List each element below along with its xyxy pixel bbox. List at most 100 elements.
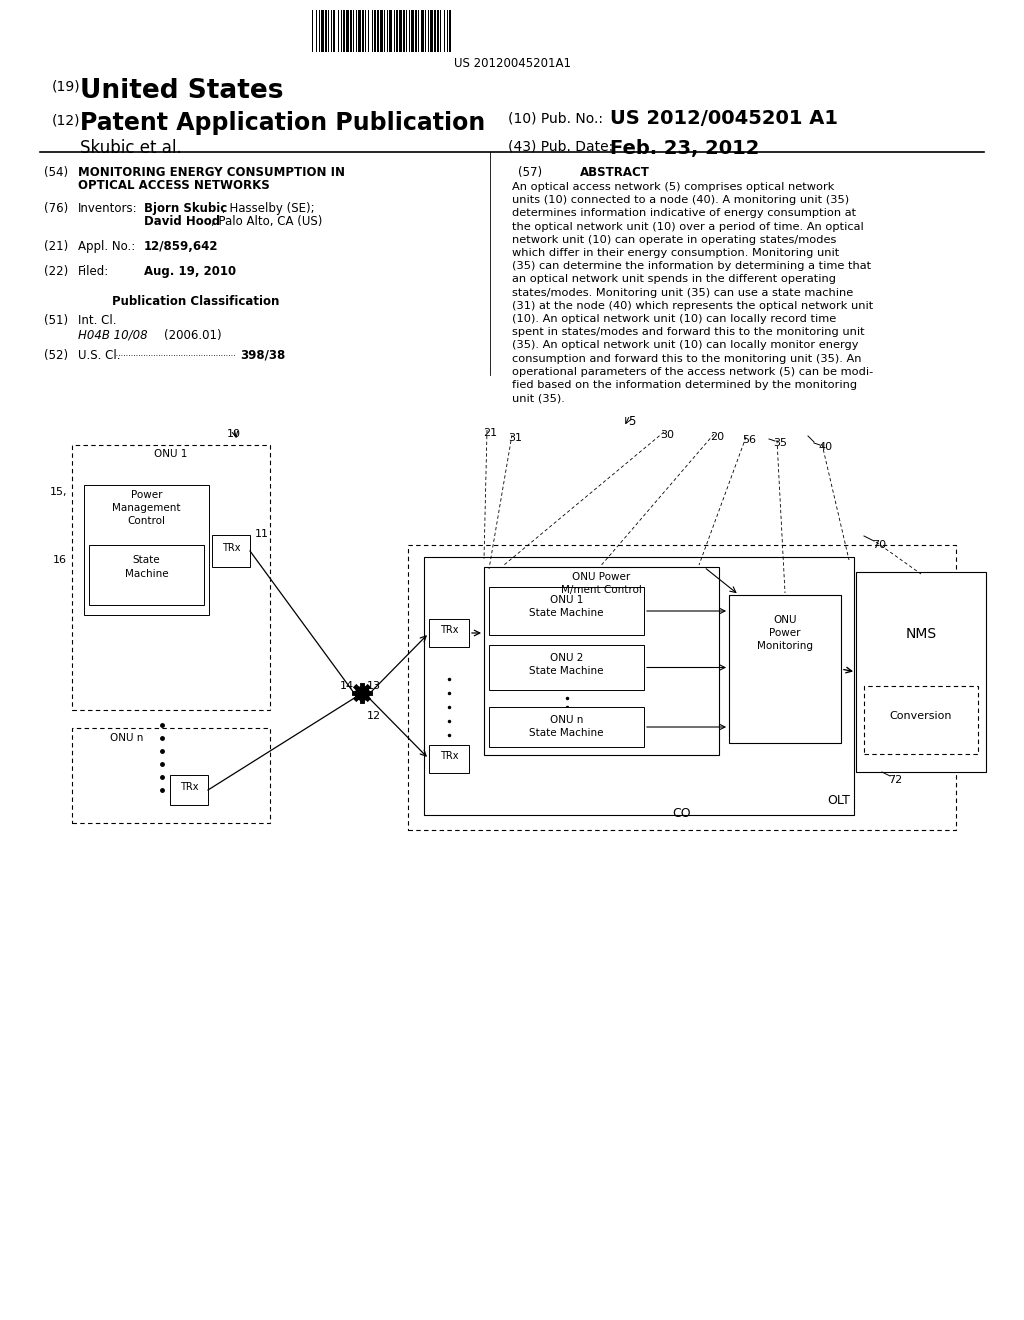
Text: which differ in their energy consumption. Monitoring unit: which differ in their energy consumption…	[512, 248, 840, 257]
Bar	[350, 11, 352, 51]
Bar	[489, 587, 644, 635]
Text: ONU 1: ONU 1	[550, 595, 584, 605]
Text: (35) can determine the information by determining a time that: (35) can determine the information by de…	[512, 261, 871, 271]
Bar	[396, 11, 398, 51]
Bar	[89, 545, 204, 605]
Text: (2006.01): (2006.01)	[164, 329, 221, 342]
Text: Int. Cl.: Int. Cl.	[78, 314, 117, 327]
Text: Power: Power	[769, 628, 801, 638]
Text: Skubic et al.: Skubic et al.	[80, 139, 181, 157]
Text: Management: Management	[113, 503, 181, 513]
Text: ONU n: ONU n	[111, 733, 143, 743]
Text: Inventors:: Inventors:	[78, 202, 137, 215]
Text: Machine: Machine	[125, 569, 168, 579]
Bar	[424, 557, 854, 814]
Text: 11: 11	[255, 529, 269, 539]
Text: operational parameters of the access network (5) can be modi-: operational parameters of the access net…	[512, 367, 873, 376]
Text: Filed:: Filed:	[78, 265, 110, 279]
Bar	[856, 572, 986, 772]
Bar	[429, 619, 469, 647]
Text: 40: 40	[818, 442, 833, 451]
Text: states/modes. Monitoring unit (35) can use a state machine: states/modes. Monitoring unit (35) can u…	[512, 288, 853, 297]
Text: 15,: 15,	[50, 487, 68, 498]
Text: State: State	[133, 554, 161, 565]
Bar	[430, 11, 433, 51]
Text: TRx: TRx	[439, 751, 459, 762]
Text: Patent Application Publication: Patent Application Publication	[80, 111, 485, 135]
Text: Monitoring: Monitoring	[757, 642, 813, 651]
Bar	[421, 11, 424, 51]
Text: 14: 14	[340, 681, 354, 690]
Bar	[346, 11, 349, 51]
Text: State Machine: State Machine	[529, 667, 604, 676]
Bar	[489, 645, 644, 690]
Text: network unit (10) can operate in operating states/modes: network unit (10) can operate in operati…	[512, 235, 837, 244]
Bar	[170, 775, 208, 805]
Text: State Machine: State Machine	[529, 729, 604, 738]
Text: 20: 20	[710, 432, 724, 442]
Text: 5: 5	[628, 414, 635, 428]
Text: (10) Pub. No.:: (10) Pub. No.:	[508, 111, 603, 125]
Bar	[325, 11, 327, 51]
Text: 35: 35	[773, 438, 787, 447]
Bar	[362, 11, 364, 51]
Bar	[84, 484, 209, 615]
Text: (10). An optical network unit (10) can locally record time: (10). An optical network unit (10) can l…	[512, 314, 837, 323]
Bar	[864, 686, 978, 754]
Text: Appl. No.:: Appl. No.:	[78, 240, 135, 253]
Text: H04B 10/08: H04B 10/08	[78, 329, 147, 342]
Text: Aug. 19, 2010: Aug. 19, 2010	[144, 265, 237, 279]
Text: An optical access network (5) comprises optical network: An optical access network (5) comprises …	[512, 182, 835, 191]
Text: consumption and forward this to the monitoring unit (35). An: consumption and forward this to the moni…	[512, 354, 861, 363]
Text: TRx: TRx	[439, 624, 459, 635]
Bar	[72, 729, 270, 822]
Text: M/ment Control: M/ment Control	[561, 585, 642, 595]
Text: ONU 1: ONU 1	[155, 449, 187, 459]
Text: ONU n: ONU n	[550, 715, 584, 725]
Bar	[358, 11, 361, 51]
Text: ONU: ONU	[773, 615, 797, 624]
Text: U.S. Cl.: U.S. Cl.	[78, 348, 121, 362]
Bar	[484, 568, 719, 755]
Text: 12: 12	[367, 711, 381, 721]
Text: Conversion: Conversion	[890, 711, 952, 721]
Text: (57): (57)	[518, 166, 542, 180]
Bar	[374, 11, 376, 51]
Text: TRx: TRx	[180, 781, 199, 792]
Text: (43) Pub. Date:: (43) Pub. Date:	[508, 139, 613, 153]
Text: (52): (52)	[44, 348, 69, 362]
Text: (35). An optical network unit (10) can locally monitor energy: (35). An optical network unit (10) can l…	[512, 341, 858, 350]
Text: (22): (22)	[44, 265, 69, 279]
Bar	[321, 11, 324, 51]
Text: TRx: TRx	[222, 543, 241, 553]
Text: Bjorn Skubic: Bjorn Skubic	[144, 202, 227, 215]
Bar	[437, 11, 439, 51]
Text: Control: Control	[128, 516, 166, 525]
Bar	[333, 11, 335, 51]
Text: 31: 31	[508, 433, 522, 444]
Text: ONU 2: ONU 2	[550, 653, 584, 663]
Text: OLT: OLT	[827, 795, 850, 807]
Bar	[399, 11, 402, 51]
Text: , Hasselby (SE);: , Hasselby (SE);	[222, 202, 314, 215]
Bar	[408, 545, 956, 830]
Text: CO: CO	[673, 807, 691, 820]
Text: ONU Power: ONU Power	[572, 572, 631, 582]
Text: an optical network unit spends in the different operating: an optical network unit spends in the di…	[512, 275, 836, 284]
Bar	[729, 595, 841, 743]
Bar	[449, 11, 451, 51]
Text: 16: 16	[53, 554, 67, 565]
Bar	[429, 744, 469, 774]
Text: units (10) connected to a node (40). A monitoring unit (35): units (10) connected to a node (40). A m…	[512, 195, 849, 205]
Bar	[380, 11, 383, 51]
Text: US 20120045201A1: US 20120045201A1	[454, 57, 570, 70]
Text: unit (35).: unit (35).	[512, 393, 565, 403]
Text: 30: 30	[660, 430, 674, 440]
Text: ABSTRACT: ABSTRACT	[580, 166, 650, 180]
Text: David Hood: David Hood	[144, 215, 220, 228]
Text: OPTICAL ACCESS NETWORKS: OPTICAL ACCESS NETWORKS	[78, 180, 269, 191]
Text: 21: 21	[483, 428, 497, 438]
Text: 13: 13	[367, 681, 381, 690]
Text: Power: Power	[131, 490, 162, 500]
Text: 70: 70	[872, 540, 886, 550]
